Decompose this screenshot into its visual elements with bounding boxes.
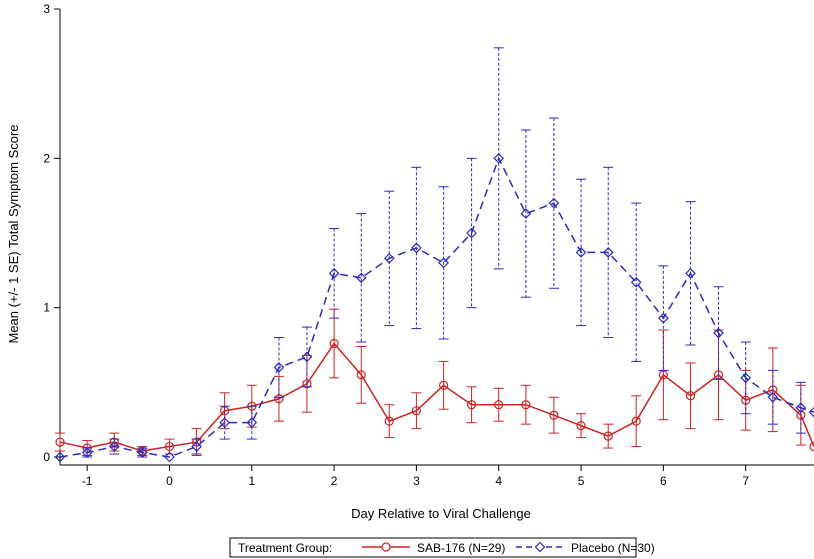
legend-label: Placebo (N=30) bbox=[571, 541, 655, 555]
data-point bbox=[548, 197, 560, 209]
error-bar bbox=[438, 186, 449, 340]
data-point bbox=[631, 416, 641, 426]
data-point bbox=[795, 402, 807, 414]
data-point bbox=[603, 431, 613, 441]
y-axis: 0 1 2 3 bbox=[43, 2, 60, 464]
x-tick-label: -1 bbox=[82, 474, 93, 488]
data-point bbox=[685, 267, 696, 279]
legend-title: Treatment Group: bbox=[238, 541, 332, 555]
x-tick-label: 2 bbox=[331, 474, 338, 488]
data-point bbox=[809, 441, 814, 452]
data-point bbox=[713, 327, 724, 339]
data-point bbox=[54, 451, 66, 463]
data-point bbox=[55, 437, 65, 447]
data-point bbox=[355, 272, 367, 284]
error-bar bbox=[466, 157, 477, 309]
data-point bbox=[383, 253, 395, 264]
data-point bbox=[273, 362, 285, 373]
data-point bbox=[658, 312, 669, 324]
data-point bbox=[438, 380, 449, 390]
data-point bbox=[356, 370, 366, 380]
data-point bbox=[630, 276, 642, 288]
data-point bbox=[246, 417, 258, 429]
data-point bbox=[81, 447, 93, 458]
data-point bbox=[329, 338, 339, 349]
data-point bbox=[493, 152, 505, 164]
x-tick-label: 6 bbox=[660, 474, 667, 488]
legend: Treatment Group: SAB-176 (N=29) Placebo (N… bbox=[229, 537, 655, 558]
data-point bbox=[438, 257, 449, 269]
x-tick-label: 1 bbox=[248, 474, 255, 488]
y-tick-label: 0 bbox=[43, 450, 50, 464]
data-point bbox=[108, 441, 120, 452]
x-tick-label: 7 bbox=[742, 474, 749, 488]
x-tick-label: 4 bbox=[495, 474, 502, 488]
y-tick-label: 2 bbox=[43, 151, 50, 165]
series-line bbox=[59, 342, 814, 452]
x-tick-label: 0 bbox=[166, 474, 173, 488]
data-point bbox=[549, 410, 559, 420]
data-point bbox=[466, 400, 477, 410]
data-point bbox=[411, 406, 422, 416]
error-bar bbox=[329, 228, 340, 319]
legend-box bbox=[229, 537, 637, 558]
legend-marker bbox=[534, 541, 546, 553]
data-point bbox=[602, 247, 614, 258]
error-bar bbox=[767, 369, 778, 425]
y-tick-label: 1 bbox=[43, 301, 50, 315]
error-bar bbox=[301, 326, 312, 388]
series-sab-176 bbox=[55, 308, 814, 457]
error-bar bbox=[55, 432, 65, 452]
y-tick-label: 3 bbox=[43, 2, 50, 16]
error-bar bbox=[576, 178, 587, 327]
legend-label: SAB-176 (N=29) bbox=[417, 541, 505, 555]
series-layer bbox=[54, 47, 814, 463]
data-point bbox=[164, 451, 175, 463]
data-point bbox=[521, 400, 531, 410]
error-bar bbox=[219, 405, 230, 440]
data-point bbox=[494, 400, 504, 410]
data-point bbox=[576, 421, 586, 431]
error-bar bbox=[631, 202, 642, 362]
y-axis-title: Mean (+/- 1 SE) Total Symptom Score bbox=[6, 124, 21, 343]
x-axis-title: Day Relative to Viral Challenge bbox=[351, 506, 531, 521]
data-point bbox=[136, 447, 148, 458]
error-bar bbox=[273, 337, 284, 398]
x-tick-label: 3 bbox=[413, 474, 420, 488]
error-bar bbox=[246, 405, 257, 440]
data-point bbox=[466, 227, 477, 239]
data-point bbox=[740, 372, 752, 384]
data-point bbox=[808, 406, 814, 418]
x-tick-label: 5 bbox=[578, 474, 585, 488]
error-bar bbox=[356, 213, 367, 343]
data-point bbox=[685, 391, 696, 401]
data-point bbox=[767, 391, 779, 403]
x-axis: -1 0 1 2 3 4 5 6 7 bbox=[82, 465, 749, 488]
data-point bbox=[191, 441, 202, 452]
legend-marker bbox=[381, 542, 391, 552]
data-point bbox=[575, 247, 587, 258]
data-point bbox=[328, 267, 340, 279]
data-point bbox=[384, 416, 394, 426]
data-point bbox=[219, 417, 230, 429]
data-point bbox=[301, 351, 313, 363]
data-point bbox=[164, 441, 175, 452]
plot-frame bbox=[59, 9, 814, 466]
data-point bbox=[411, 242, 422, 254]
series-placebo bbox=[54, 47, 814, 463]
error-bar bbox=[520, 129, 531, 298]
series-line bbox=[59, 156, 814, 458]
data-point bbox=[520, 208, 532, 219]
